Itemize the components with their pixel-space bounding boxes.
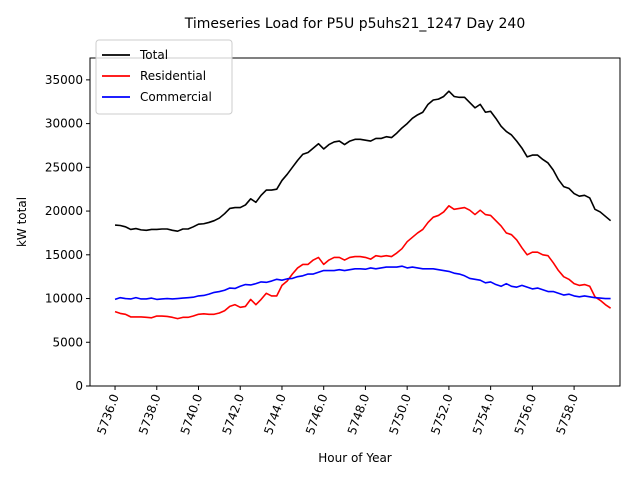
plot-lines — [114, 90, 612, 320]
y-tick-label: 0 — [75, 379, 83, 393]
y-axis: 0 5000 10000 15000 20000 25000 30000 35000 — [45, 73, 90, 393]
plot-frame — [89, 57, 621, 387]
y-tick-label: 20000 — [45, 204, 83, 218]
series-line-commercial — [114, 265, 611, 301]
y-tick-label: 15000 — [45, 248, 83, 262]
legend-box — [95, 39, 233, 115]
y-tick-label: 5000 — [52, 335, 83, 349]
y-tick-label: 25000 — [45, 160, 83, 174]
y-axis-title: kW total — [15, 197, 29, 247]
series-line-total — [114, 90, 612, 232]
legend-label-commercial: Commercial — [140, 90, 212, 104]
chart-title: Timeseries Load for P5U p5uhs21_1247 Day… — [184, 16, 526, 32]
legend-label-total: Total — [139, 48, 168, 62]
x-axis-title: Hour of Year — [318, 451, 392, 465]
legend-label-residential: Residential — [140, 69, 206, 83]
y-tick-label: 35000 — [45, 73, 83, 87]
y-tick-label: 30000 — [45, 117, 83, 131]
legend: Total Residential Commercial — [95, 39, 233, 115]
y-tick-label: 10000 — [45, 292, 83, 306]
series-line-residential — [114, 205, 612, 320]
